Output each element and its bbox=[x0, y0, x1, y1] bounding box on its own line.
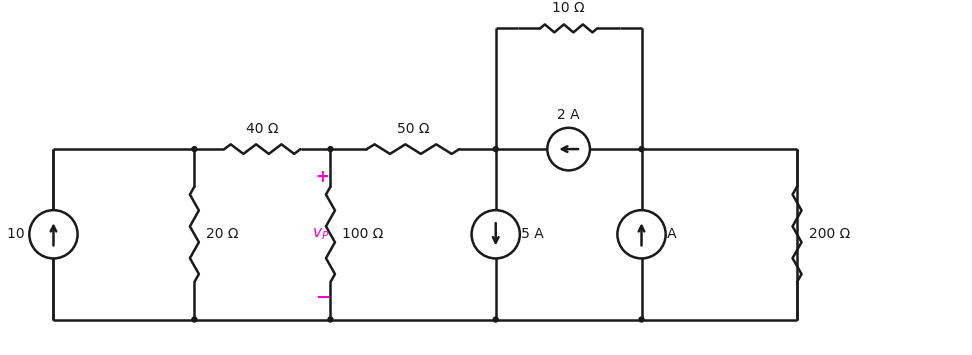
Text: 20 Ω: 20 Ω bbox=[206, 227, 239, 241]
Text: 10 A: 10 A bbox=[7, 227, 39, 241]
Text: 2.5 A: 2.5 A bbox=[507, 227, 543, 241]
Circle shape bbox=[328, 147, 333, 152]
Text: 200 Ω: 200 Ω bbox=[809, 227, 850, 241]
Text: −: − bbox=[315, 289, 330, 306]
Text: 40 Ω: 40 Ω bbox=[246, 122, 279, 136]
Text: 2 A: 2 A bbox=[557, 108, 580, 122]
Circle shape bbox=[639, 317, 644, 322]
Circle shape bbox=[617, 210, 666, 258]
Text: 5 A: 5 A bbox=[653, 227, 677, 241]
Circle shape bbox=[29, 210, 78, 258]
Text: $v_P$: $v_P$ bbox=[312, 226, 330, 242]
Circle shape bbox=[493, 147, 499, 152]
Circle shape bbox=[191, 147, 197, 152]
Text: +: + bbox=[316, 168, 330, 186]
Text: 50 Ω: 50 Ω bbox=[397, 122, 430, 136]
Circle shape bbox=[493, 317, 499, 322]
Circle shape bbox=[471, 210, 520, 258]
Text: 100 Ω: 100 Ω bbox=[342, 227, 384, 241]
Circle shape bbox=[547, 128, 590, 170]
Circle shape bbox=[328, 317, 333, 322]
Text: 10 Ω: 10 Ω bbox=[552, 1, 585, 15]
Circle shape bbox=[639, 147, 644, 152]
Circle shape bbox=[191, 317, 197, 322]
